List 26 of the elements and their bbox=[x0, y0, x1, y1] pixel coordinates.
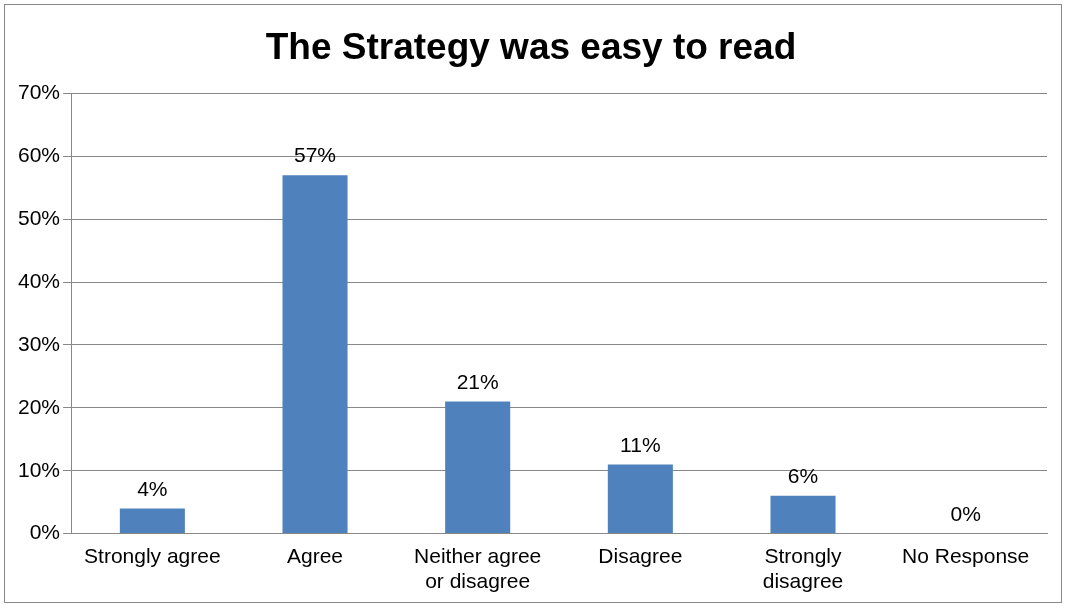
bar bbox=[770, 495, 836, 534]
x-tick-label: Disagree bbox=[598, 544, 683, 567]
y-tick-label: 20% bbox=[18, 394, 61, 418]
bar bbox=[282, 175, 348, 534]
x-tick-label: No Response bbox=[902, 544, 1030, 567]
y-tick-label: 70% bbox=[18, 80, 61, 104]
y-tick-label: 30% bbox=[18, 331, 61, 355]
y-tick-label: 10% bbox=[18, 457, 61, 481]
bar bbox=[607, 464, 673, 534]
y-tick-label: 50% bbox=[18, 205, 61, 229]
x-tick-label: Strongly disagree bbox=[762, 544, 844, 593]
bar bbox=[119, 508, 185, 534]
bar bbox=[445, 401, 511, 534]
y-tick-label: 0% bbox=[29, 520, 61, 544]
x-tick-label: Strongly agree bbox=[84, 544, 221, 567]
data-label: 21% bbox=[456, 369, 499, 393]
data-label: 4% bbox=[137, 476, 168, 500]
data-label: 0% bbox=[950, 501, 981, 525]
y-tick-label: 40% bbox=[18, 268, 61, 292]
data-label: 11% bbox=[620, 432, 661, 456]
data-label: 57% bbox=[294, 143, 337, 167]
chart-title: The Strategy was easy to read bbox=[265, 26, 797, 68]
x-tick-label: Agree bbox=[287, 544, 344, 567]
y-tick-label: 60% bbox=[18, 143, 61, 167]
data-label: 6% bbox=[787, 464, 819, 488]
x-tick-label: Neither agree or disagree bbox=[414, 544, 542, 593]
